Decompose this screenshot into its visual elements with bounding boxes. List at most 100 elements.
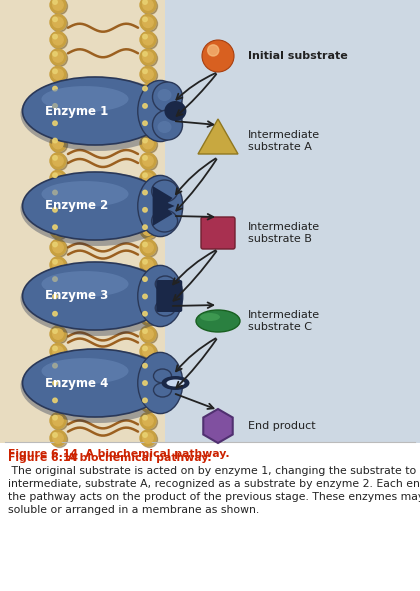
Circle shape	[143, 69, 153, 79]
Circle shape	[140, 343, 156, 359]
Circle shape	[143, 207, 147, 212]
Circle shape	[142, 206, 158, 222]
Ellipse shape	[23, 77, 168, 145]
Circle shape	[53, 415, 63, 426]
Circle shape	[53, 277, 57, 281]
Circle shape	[53, 86, 57, 91]
Circle shape	[140, 153, 156, 169]
Circle shape	[53, 398, 63, 408]
Circle shape	[53, 311, 57, 316]
Circle shape	[142, 258, 158, 274]
Text: Enzyme 4: Enzyme 4	[45, 376, 109, 389]
Circle shape	[143, 346, 147, 350]
Circle shape	[50, 153, 66, 169]
Circle shape	[143, 433, 153, 443]
Circle shape	[52, 120, 68, 136]
Circle shape	[143, 207, 153, 218]
Circle shape	[142, 379, 158, 395]
Circle shape	[142, 102, 158, 118]
Circle shape	[50, 66, 66, 82]
Polygon shape	[152, 186, 173, 226]
FancyBboxPatch shape	[156, 280, 182, 312]
Circle shape	[50, 49, 66, 65]
Ellipse shape	[200, 313, 220, 321]
Circle shape	[52, 241, 68, 257]
Circle shape	[202, 40, 234, 72]
Circle shape	[143, 34, 153, 45]
Circle shape	[52, 345, 68, 361]
Circle shape	[53, 398, 57, 402]
Circle shape	[52, 275, 68, 291]
Bar	[0, 0, 165, 443]
Circle shape	[53, 415, 57, 420]
Circle shape	[140, 222, 156, 238]
Circle shape	[143, 398, 153, 408]
Circle shape	[50, 101, 66, 117]
Circle shape	[143, 329, 153, 339]
Ellipse shape	[152, 82, 183, 112]
Circle shape	[140, 14, 156, 30]
Circle shape	[143, 311, 147, 316]
Ellipse shape	[23, 262, 168, 330]
Circle shape	[142, 68, 158, 84]
Circle shape	[52, 189, 68, 205]
Circle shape	[53, 0, 63, 10]
Circle shape	[142, 310, 158, 326]
Text: Intermediate
substrate C: Intermediate substrate C	[248, 310, 320, 332]
Circle shape	[143, 138, 147, 143]
Circle shape	[142, 397, 158, 413]
Circle shape	[140, 118, 156, 134]
Circle shape	[50, 274, 66, 290]
Circle shape	[143, 52, 147, 56]
Circle shape	[50, 257, 66, 273]
Circle shape	[50, 187, 66, 203]
Ellipse shape	[155, 300, 175, 316]
Circle shape	[52, 223, 68, 240]
Ellipse shape	[42, 271, 129, 297]
Circle shape	[53, 173, 63, 183]
Circle shape	[53, 242, 57, 246]
Circle shape	[53, 86, 63, 97]
Circle shape	[143, 381, 147, 385]
Circle shape	[142, 241, 158, 257]
Circle shape	[53, 17, 57, 21]
Circle shape	[143, 103, 147, 108]
Circle shape	[53, 294, 63, 304]
Circle shape	[50, 326, 66, 342]
Circle shape	[50, 118, 66, 134]
Circle shape	[52, 154, 68, 170]
Circle shape	[50, 291, 66, 307]
Circle shape	[142, 293, 158, 309]
Polygon shape	[198, 119, 238, 154]
Circle shape	[143, 52, 153, 62]
Circle shape	[143, 294, 153, 304]
Text: End product: End product	[248, 421, 315, 431]
Circle shape	[140, 239, 156, 255]
Ellipse shape	[158, 89, 171, 101]
Circle shape	[143, 346, 153, 356]
Circle shape	[53, 242, 63, 253]
Circle shape	[143, 415, 147, 420]
Circle shape	[50, 378, 66, 394]
Circle shape	[53, 381, 57, 385]
Circle shape	[52, 397, 68, 413]
Circle shape	[140, 309, 156, 325]
Text: Intermediate
substrate B: Intermediate substrate B	[248, 222, 320, 244]
Circle shape	[52, 327, 68, 343]
Circle shape	[140, 361, 156, 376]
Circle shape	[143, 138, 153, 149]
Circle shape	[142, 414, 158, 430]
Circle shape	[143, 155, 153, 166]
Circle shape	[142, 50, 158, 66]
Circle shape	[143, 433, 147, 437]
Text: soluble or arranged in a membrane as shown.: soluble or arranged in a membrane as sho…	[8, 505, 259, 515]
Circle shape	[50, 395, 66, 411]
Text: Enzyme 1: Enzyme 1	[45, 105, 109, 118]
Ellipse shape	[21, 262, 176, 336]
Ellipse shape	[152, 180, 178, 202]
Circle shape	[143, 0, 153, 10]
Ellipse shape	[21, 77, 176, 151]
Circle shape	[140, 101, 156, 117]
Circle shape	[143, 329, 147, 333]
Circle shape	[140, 430, 156, 446]
